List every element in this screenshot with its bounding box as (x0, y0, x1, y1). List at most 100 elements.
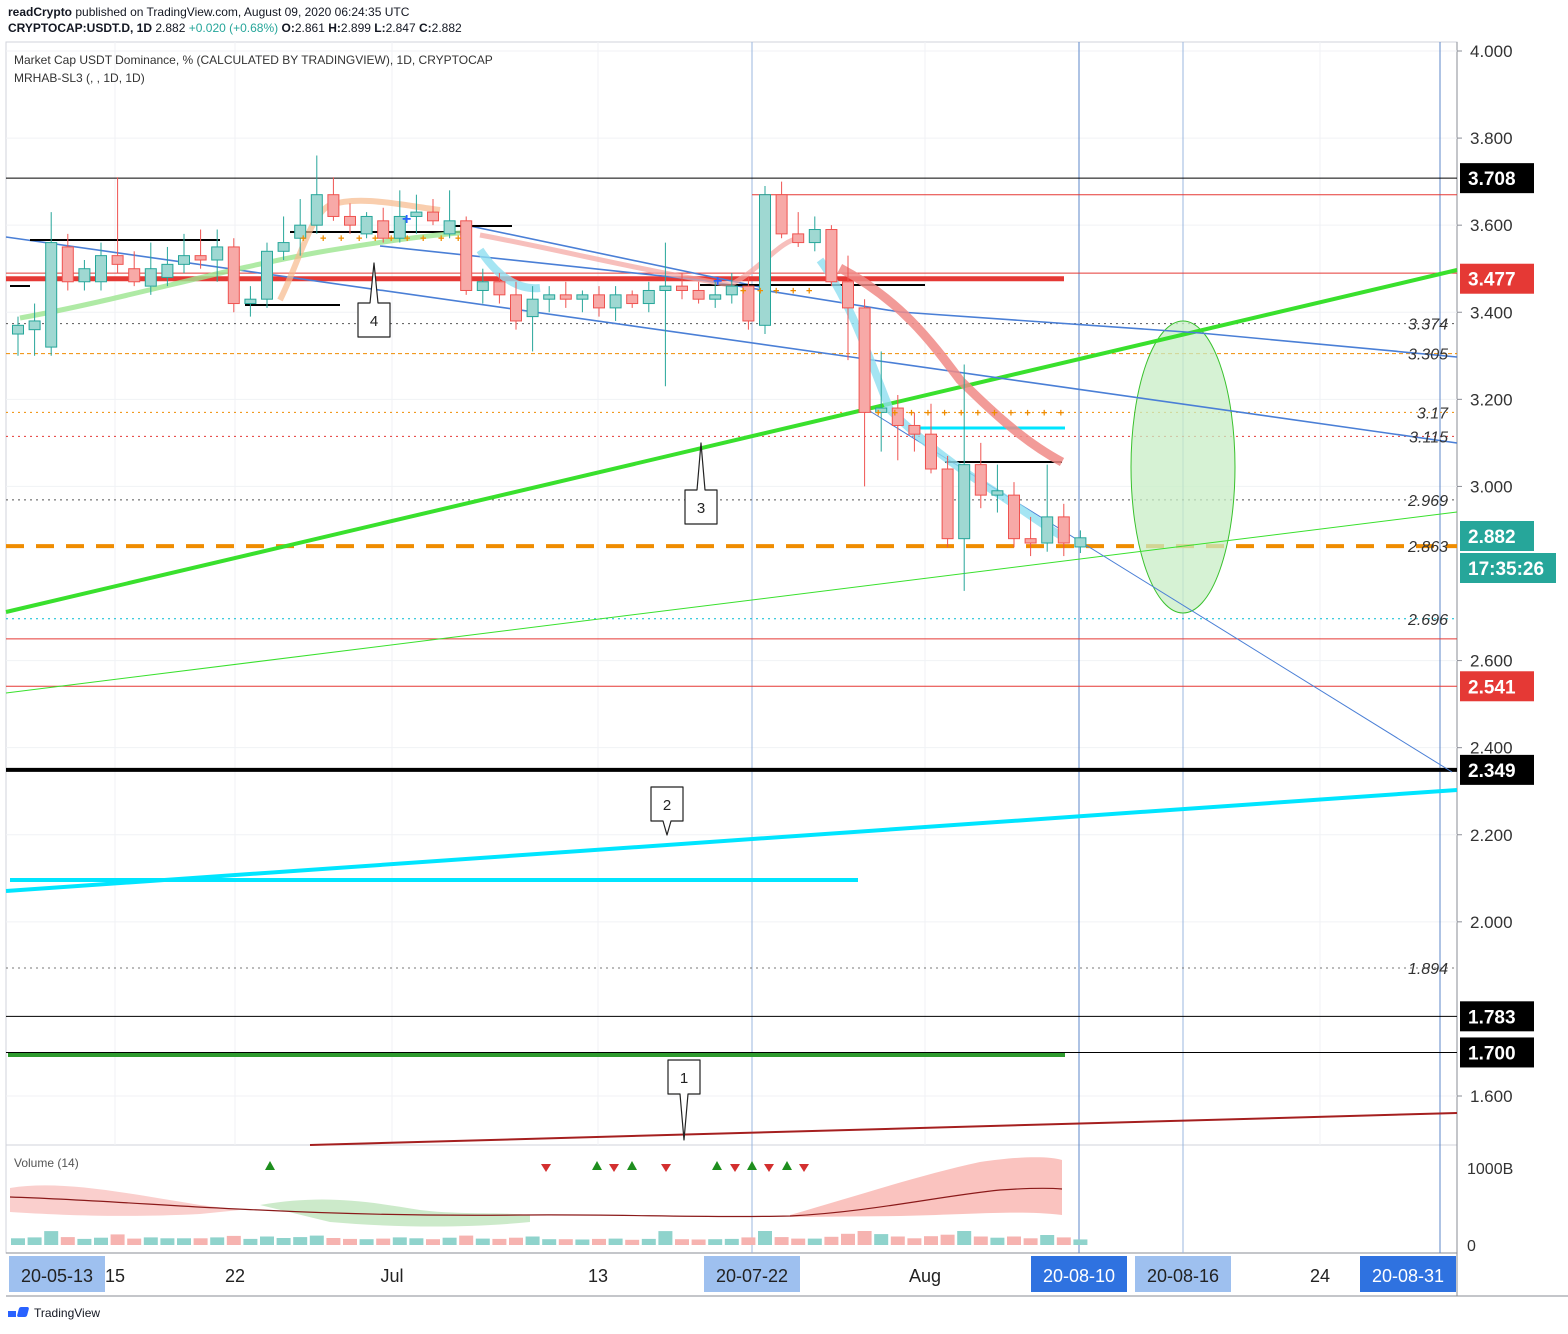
candle-body[interactable] (593, 294, 605, 309)
x-tick[interactable]: 15 (105, 1266, 125, 1286)
candle-body[interactable] (925, 433, 937, 470)
candle-body[interactable] (128, 268, 141, 283)
candle-body[interactable] (659, 285, 672, 291)
candle-body[interactable] (12, 324, 24, 335)
candle-body[interactable] (543, 294, 556, 300)
candle-body[interactable] (808, 229, 821, 244)
green-trendline-thin[interactable] (5, 511, 1458, 694)
candle-body[interactable] (692, 289, 705, 300)
candle-body[interactable] (61, 246, 74, 283)
candle-body[interactable] (742, 285, 755, 322)
candle-body[interactable] (875, 407, 888, 413)
candle-body[interactable] (825, 229, 838, 283)
footer-brand[interactable]: TradingView (34, 1306, 101, 1320)
candle-body[interactable] (45, 242, 58, 348)
x-tick[interactable]: 20-05-13 (9, 1256, 105, 1292)
candle-body[interactable] (1057, 516, 1070, 544)
candle-body[interactable] (344, 215, 356, 226)
candle-body[interactable] (476, 281, 489, 291)
candle-body[interactable] (1008, 494, 1020, 540)
candle-body[interactable] (842, 281, 854, 309)
candle-body[interactable] (576, 294, 589, 300)
candle-body[interactable] (958, 464, 971, 540)
candle-body[interactable] (443, 220, 456, 235)
x-tick[interactable]: 22 (225, 1266, 245, 1286)
candle-body[interactable] (725, 285, 738, 296)
candle-body[interactable] (161, 263, 174, 278)
candle-body[interactable] (908, 424, 921, 435)
x-tick[interactable]: 24 (1310, 1266, 1330, 1286)
candle-body[interactable] (244, 298, 257, 305)
candle-body[interactable] (626, 294, 639, 305)
author-name[interactable]: readCrypto (8, 5, 73, 19)
plus-marker: + (958, 407, 964, 419)
candle-body[interactable] (427, 211, 439, 222)
candle-body[interactable] (360, 215, 373, 235)
x-tick[interactable]: Aug (909, 1266, 941, 1286)
candle-body[interactable] (974, 464, 987, 496)
candle-body[interactable] (261, 250, 273, 300)
candle-body[interactable] (526, 298, 539, 318)
candle-body[interactable] (111, 255, 124, 265)
candle-body[interactable] (510, 294, 522, 322)
candle-body[interactable] (277, 242, 290, 252)
candle-body[interactable] (460, 220, 473, 291)
candle-body[interactable] (642, 289, 655, 305)
callout-2[interactable]: 2 (650, 786, 684, 836)
price-axis[interactable]: 4.000 3.800 3.600 3.400 3.200 3.000 2.600 2.400… (1457, 42, 1513, 1106)
candle-body[interactable] (377, 220, 390, 239)
candle-body[interactable] (294, 224, 307, 239)
candle-body[interactable] (194, 255, 207, 261)
candle-body[interactable] (1024, 538, 1037, 544)
candle-body[interactable] (227, 246, 240, 305)
candle-body[interactable] (709, 294, 722, 300)
candle-body[interactable] (609, 294, 622, 309)
price-badge: 1.700 (1460, 1037, 1534, 1068)
candle-body[interactable] (493, 281, 506, 296)
candle-body[interactable] (941, 468, 954, 540)
green-trendline-thick[interactable] (5, 268, 1458, 614)
candle-body[interactable] (991, 490, 1004, 496)
candle-body[interactable] (393, 215, 406, 239)
candle-body[interactable] (775, 194, 788, 235)
blue-trendline-mid[interactable] (469, 225, 761, 288)
volume-bar (741, 1237, 756, 1245)
candle-body[interactable] (327, 194, 340, 217)
cyan-trendline-rising[interactable] (5, 788, 1458, 893)
callout-1[interactable]: 1 (667, 1059, 701, 1141)
candle-body[interactable] (211, 246, 224, 261)
x-tick[interactable]: 20-07-22 (704, 1256, 800, 1292)
callout-4[interactable]: 4 (357, 262, 391, 338)
time-axis[interactable]: 20-05-13 15 22 Jul 13 20-07-22 Aug 20-08-10 20-0… (9, 1256, 1456, 1292)
candle-body[interactable] (178, 255, 190, 265)
x-tick[interactable]: 20-08-31 (1360, 1256, 1456, 1292)
candle-body[interactable] (310, 194, 323, 226)
target-ellipse[interactable] (1130, 320, 1236, 614)
x-tick[interactable]: 20-08-10 (1031, 1256, 1127, 1292)
candle-body[interactable] (28, 320, 41, 331)
candle-body[interactable] (144, 268, 157, 287)
candle-body[interactable] (78, 268, 91, 283)
candle-body[interactable] (1041, 516, 1054, 544)
candle-body[interactable] (1074, 537, 1087, 548)
level-value-label: 2.863 (1407, 539, 1448, 556)
callout-3[interactable]: 3 (684, 442, 718, 525)
candle-body[interactable] (792, 233, 805, 244)
volume-bar (857, 1231, 872, 1245)
blue-trendline-curve[interactable] (379, 245, 1458, 358)
candle-body[interactable] (891, 407, 904, 426)
candle-body[interactable] (676, 285, 688, 291)
candle-body[interactable] (410, 211, 423, 217)
darkred-trendline[interactable] (309, 1112, 1458, 1146)
volume-bar (326, 1238, 341, 1245)
candle-body[interactable] (858, 307, 871, 413)
blue-trendline-upper[interactable] (5, 236, 1458, 444)
candle-body[interactable] (759, 194, 771, 326)
candle-body[interactable] (95, 255, 107, 283)
x-tick[interactable]: 13 (588, 1266, 608, 1286)
volume-bar (525, 1236, 540, 1245)
x-tick[interactable]: Jul (380, 1266, 403, 1286)
x-tick[interactable]: 20-08-16 (1135, 1256, 1231, 1292)
price-chart[interactable]: + + + + + + + + + + + + + + + + + + + + + + + + + + + + + 4 3 2 1 Vol… (0, 0, 1568, 1300)
candle-body[interactable] (559, 294, 572, 300)
